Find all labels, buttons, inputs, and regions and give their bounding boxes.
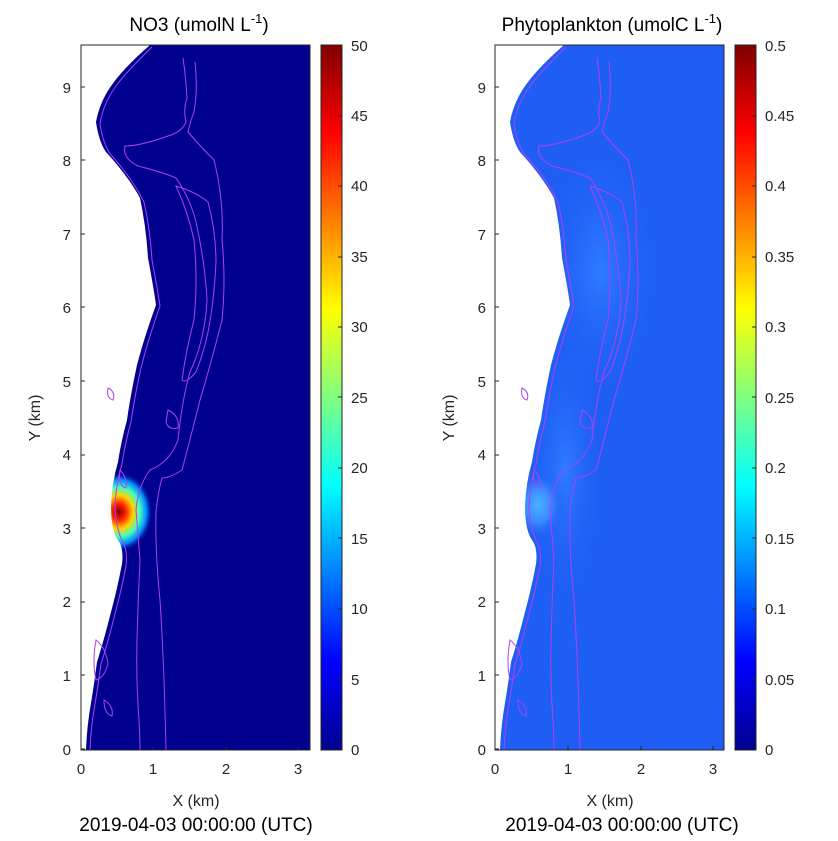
y-tick-label: 3 bbox=[63, 521, 71, 538]
phyto-y-tick-labels: 0 1 2 3 4 5 6 7 8 9 bbox=[478, 80, 486, 759]
phyto-timestamp: 2019-04-03 00:00:00 (UTC) bbox=[505, 815, 738, 836]
y-tick-label: 9 bbox=[63, 80, 71, 97]
y-tick-label: 4 bbox=[478, 447, 486, 464]
phyto-contour-line bbox=[517, 699, 527, 717]
no3-contour-line bbox=[155, 61, 225, 751]
phyto-contour-line bbox=[507, 639, 523, 681]
no3-timestamp: 2019-04-03 00:00:00 (UTC) bbox=[79, 815, 312, 836]
colorbar-tick-label: 0.35 bbox=[765, 249, 794, 266]
no3-contour-line bbox=[103, 699, 113, 717]
no3-land-mask bbox=[81, 45, 156, 750]
colorbar-tick-label: 50 bbox=[351, 38, 368, 55]
x-tick-label: 0 bbox=[77, 761, 85, 778]
phyto-y-axis-label: Y (km) bbox=[441, 395, 458, 442]
phyto-contour-line bbox=[569, 61, 639, 751]
no3-x-tick-labels: 0 1 2 3 bbox=[77, 761, 302, 778]
x-tick-label: 2 bbox=[637, 761, 645, 778]
no3-contour-line bbox=[124, 57, 208, 751]
colorbar-tick-label: 0.2 bbox=[765, 460, 786, 477]
no3-colorbar: 0 5 10 15 20 25 30 35 40 45 50 bbox=[320, 38, 368, 759]
y-tick-label: 8 bbox=[478, 153, 486, 170]
x-tick-label: 0 bbox=[491, 761, 499, 778]
phyto-contour-line bbox=[589, 185, 631, 382]
colorbar-tick-label: 0 bbox=[765, 742, 773, 759]
no3-contour-line bbox=[119, 468, 127, 489]
y-tick-label: 3 bbox=[478, 521, 486, 538]
colorbar-tick-label: 0.25 bbox=[765, 390, 794, 407]
y-tick-label: 7 bbox=[478, 227, 486, 244]
no3-title: NO3 (umolN L-1) bbox=[129, 11, 268, 36]
no3-contour-line bbox=[175, 185, 217, 382]
y-tick-label: 9 bbox=[478, 80, 486, 97]
colorbar-tick-label: 0.3 bbox=[765, 319, 786, 336]
phyto-axes-frame bbox=[494, 44, 725, 751]
no3-contour-line bbox=[107, 387, 115, 401]
colorbar-tick-label: 25 bbox=[351, 390, 368, 407]
colorbar-tick-label: 0.1 bbox=[765, 601, 786, 618]
no3-plot-area bbox=[80, 44, 311, 751]
y-tick-label: 5 bbox=[478, 374, 486, 391]
colorbar-tick-label: 0.45 bbox=[765, 108, 794, 125]
phyto-tick-marks bbox=[494, 86, 714, 750]
y-tick-label: 7 bbox=[63, 227, 71, 244]
colorbar-tick-label: 35 bbox=[351, 249, 368, 266]
y-tick-label: 2 bbox=[478, 594, 486, 611]
phyto-colorbar-ticks bbox=[752, 115, 756, 680]
y-tick-label: 4 bbox=[63, 447, 71, 464]
phyto-contours bbox=[503, 46, 639, 751]
phyto-contour-line bbox=[538, 57, 622, 751]
colorbar-tick-label: 15 bbox=[351, 531, 368, 548]
y-tick-label: 0 bbox=[478, 742, 486, 759]
no3-contour-line bbox=[93, 639, 109, 681]
x-tick-label: 3 bbox=[709, 761, 717, 778]
phyto-panel: Phytoplankton (umolC L-1) 0 1 2 3 4 5 6 … bbox=[441, 11, 794, 836]
colorbar-tick-label: 30 bbox=[351, 319, 368, 336]
y-tick-label: 1 bbox=[478, 668, 486, 685]
x-tick-label: 1 bbox=[149, 761, 157, 778]
phyto-contour-line bbox=[521, 387, 529, 401]
no3-y-tick-labels: 0 1 2 3 4 5 6 7 8 9 bbox=[63, 80, 71, 759]
y-tick-label: 2 bbox=[63, 594, 71, 611]
phyto-colorbar: 0 0.05 0.1 0.15 0.2 0.25 0.3 0.35 0.4 0.… bbox=[734, 38, 794, 759]
colorbar-tick-label: 5 bbox=[351, 672, 359, 689]
colorbar-tick-label: 40 bbox=[351, 178, 368, 195]
x-tick-label: 2 bbox=[222, 761, 230, 778]
no3-colorbar-ticks bbox=[338, 115, 342, 680]
y-tick-label: 8 bbox=[63, 153, 71, 170]
colorbar-tick-label: 45 bbox=[351, 108, 368, 125]
y-tick-label: 1 bbox=[63, 668, 71, 685]
y-tick-label: 6 bbox=[63, 300, 71, 317]
colorbar-tick-label: 10 bbox=[351, 601, 368, 618]
y-tick-label: 5 bbox=[63, 374, 71, 391]
no3-contour-line bbox=[165, 409, 179, 429]
phyto-x-tick-labels: 0 1 2 3 bbox=[491, 761, 717, 778]
y-tick-label: 0 bbox=[63, 742, 71, 759]
no3-panel: NO3 (umolN L-1) 0 1 2 3 4 5 6 7 8 9 0 1 … bbox=[27, 11, 368, 836]
phyto-contour-line bbox=[579, 409, 593, 429]
no3-contours bbox=[89, 46, 225, 751]
no3-y-axis-label: Y (km) bbox=[27, 395, 44, 442]
no3-contour-line bbox=[89, 46, 161, 751]
phyto-plot-area bbox=[494, 44, 725, 751]
x-tick-label: 3 bbox=[294, 761, 302, 778]
colorbar-tick-label: 20 bbox=[351, 460, 368, 477]
phyto-land-mask bbox=[495, 45, 570, 750]
colorbar-tick-label: 0.4 bbox=[765, 178, 786, 195]
no3-tick-marks bbox=[80, 86, 299, 750]
no3-x-axis-label: X (km) bbox=[172, 793, 219, 810]
phyto-x-axis-label: X (km) bbox=[586, 793, 633, 810]
no3-axes-frame bbox=[80, 44, 311, 751]
colorbar-tick-label: 0 bbox=[351, 742, 359, 759]
colorbar-tick-label: 0.15 bbox=[765, 531, 794, 548]
x-tick-label: 1 bbox=[564, 761, 572, 778]
phyto-title: Phytoplankton (umolC L-1) bbox=[502, 11, 723, 36]
y-tick-label: 6 bbox=[478, 300, 486, 317]
colorbar-tick-label: 0.05 bbox=[765, 672, 794, 689]
phyto-contour-line bbox=[503, 46, 575, 751]
colorbar-tick-label: 0.5 bbox=[765, 38, 786, 55]
phyto-contour-line bbox=[533, 468, 541, 489]
